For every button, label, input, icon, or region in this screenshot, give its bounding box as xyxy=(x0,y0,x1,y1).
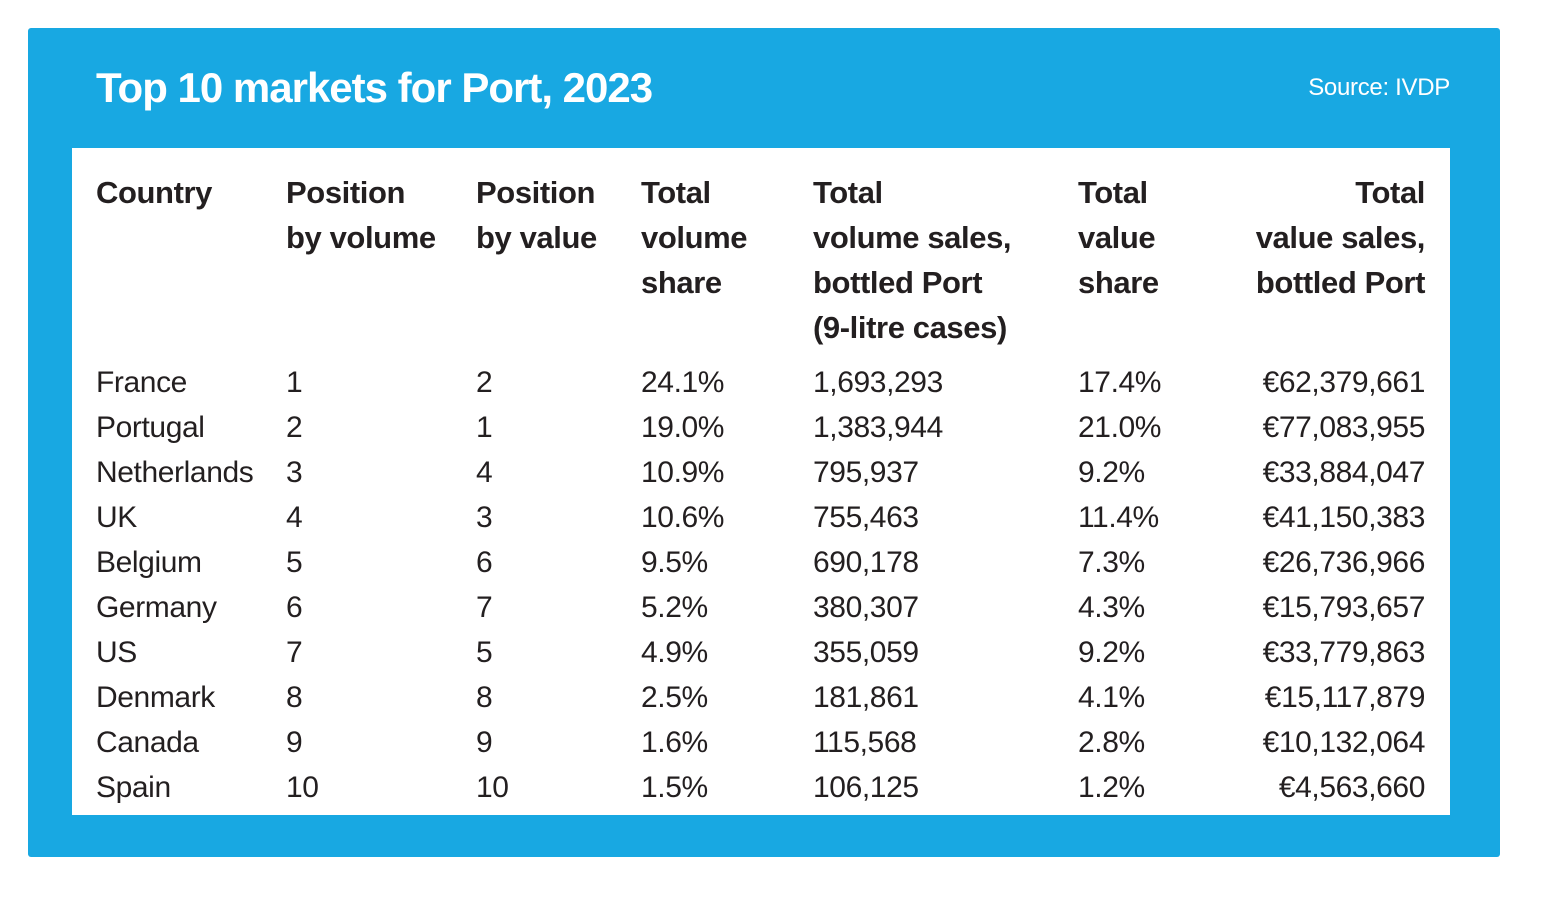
table-row: Belgium 5 6 9.5% 690,178 7.3% €26,736,966 xyxy=(96,540,1425,585)
column-header: Total volume sales, bottled Port (9-litr… xyxy=(813,175,1012,345)
source-attribution: Source: IVDP xyxy=(1308,74,1450,101)
table-cell: 11.4% xyxy=(1078,501,1159,534)
table-cell: 19.0% xyxy=(641,411,725,444)
table-cell: 1.5% xyxy=(641,771,708,804)
table-cell: 6 xyxy=(286,591,303,624)
country-cell: Germany xyxy=(96,591,217,624)
table-cell: 9.2% xyxy=(1078,636,1145,669)
table-row: UK 4 3 10.6% 755,463 11.4% €41,150,383 xyxy=(96,495,1425,540)
table-cell: 7.3% xyxy=(1078,546,1145,579)
table-cell: 4.3% xyxy=(1078,591,1145,624)
table-cell: €77,083,955 xyxy=(1262,411,1425,444)
table-cell: 2 xyxy=(476,366,493,399)
country-cell: US xyxy=(96,636,137,669)
table-cell: 115,568 xyxy=(813,726,917,759)
country-cell: Netherlands xyxy=(96,456,254,489)
table-cell: €62,379,661 xyxy=(1262,366,1425,399)
page-title: Top 10 markets for Port, 2023 xyxy=(96,63,653,111)
table-cell: 9 xyxy=(286,726,303,759)
markets-table: Country Position by volume Position by val… xyxy=(96,170,1425,810)
table-cell: 1,383,944 xyxy=(813,411,943,444)
table-cell: 1,693,293 xyxy=(813,366,943,399)
table-row: France 1 2 24.1% 1,693,293 17.4% €62,379,661 xyxy=(96,360,1425,405)
card-header: Top 10 markets for Port, 2023 Source: IV… xyxy=(96,28,1450,148)
table-cell: 690,178 xyxy=(813,546,919,579)
table-body: France 1 2 24.1% 1,693,293 17.4% €62,379,661 Po… xyxy=(96,360,1425,810)
table-cell: 7 xyxy=(286,636,303,669)
table-cell: 2.5% xyxy=(641,681,708,714)
table-cell: 795,937 xyxy=(813,456,919,489)
table-cell: €10,132,064 xyxy=(1262,726,1425,759)
table-cell: 4.1% xyxy=(1078,681,1145,714)
column-header: Position by volume xyxy=(286,175,436,255)
table-cell: 9.2% xyxy=(1078,456,1145,489)
column-header: Total value share xyxy=(1078,175,1159,300)
table-row: Portugal 2 1 19.0% 1,383,944 21.0% €77,083,955 xyxy=(96,405,1425,450)
table-cell: 181,861 xyxy=(813,681,919,714)
table-cell: 4.9% xyxy=(641,636,708,669)
table-cell: 106,125 xyxy=(813,771,919,804)
table-cell: 3 xyxy=(476,501,493,534)
column-header: Total value sales, bottled Port xyxy=(1255,175,1426,300)
country-cell: Denmark xyxy=(96,681,215,714)
table-header: Country Position by volume Position by val… xyxy=(96,170,1425,360)
column-header: Country xyxy=(96,175,213,210)
country-cell: Portugal xyxy=(96,411,205,444)
table-cell: 2 xyxy=(286,411,303,444)
table-cell: 5.2% xyxy=(641,591,708,624)
table-row: Spain 10 10 1.5% 106,125 1.2% €4,563,660 xyxy=(96,765,1425,810)
country-cell: Spain xyxy=(96,771,171,804)
table-row: US 7 5 4.9% 355,059 9.2% €33,779,863 xyxy=(96,630,1425,675)
table-cell: 10.9% xyxy=(641,456,725,489)
table-cell: 6 xyxy=(476,546,493,579)
table-cell: €33,884,047 xyxy=(1262,456,1425,489)
table-cell: €41,150,383 xyxy=(1262,501,1425,534)
table-cell: 10 xyxy=(286,771,319,804)
country-cell: Canada xyxy=(96,726,199,759)
table-cell: 24.1% xyxy=(641,366,725,399)
table-cell: 1 xyxy=(476,411,493,444)
table-cell: €26,736,966 xyxy=(1262,546,1425,579)
table-cell: 10.6% xyxy=(641,501,725,534)
table-cell: 9 xyxy=(476,726,493,759)
table-cell: 1 xyxy=(286,366,303,399)
table-cell: €15,117,879 xyxy=(1264,681,1425,714)
table-cell: 21.0% xyxy=(1078,411,1162,444)
table-cell: 10 xyxy=(476,771,509,804)
table-cell: 5 xyxy=(476,636,493,669)
table-cell: €15,793,657 xyxy=(1262,591,1425,624)
table-cell: 4 xyxy=(476,456,493,489)
table-cell: 1.2% xyxy=(1078,771,1145,804)
table-cell: 8 xyxy=(476,681,493,714)
table-cell: 755,463 xyxy=(813,501,919,534)
table-cell: 9.5% xyxy=(641,546,708,579)
column-header: Position by value xyxy=(476,175,597,255)
table-cell: 8 xyxy=(286,681,303,714)
table-row: Netherlands 3 4 10.9% 795,937 9.2% €33,884,047 xyxy=(96,450,1425,495)
table-cell: 17.4% xyxy=(1078,366,1162,399)
table-cell: 4 xyxy=(286,501,303,534)
table-cell: 1.6% xyxy=(641,726,708,759)
table-cell: €33,779,863 xyxy=(1262,636,1425,669)
table-row: Canada 9 9 1.6% 115,568 2.8% €10,132,064 xyxy=(96,720,1425,765)
chart-card: Top 10 markets for Port, 2023 Source: IV… xyxy=(28,28,1500,857)
column-header: Total volume share xyxy=(641,175,748,300)
table-cell: 355,059 xyxy=(813,636,919,669)
table-cell: 380,307 xyxy=(813,591,919,624)
table-cell: 3 xyxy=(286,456,303,489)
table-cell: 5 xyxy=(286,546,303,579)
table-row: Germany 6 7 5.2% 380,307 4.3% €15,793,657 xyxy=(96,585,1425,630)
country-cell: France xyxy=(96,366,187,399)
table-cell: 7 xyxy=(476,591,493,624)
table-panel: Country Position by volume Position by val… xyxy=(72,148,1450,815)
country-cell: UK xyxy=(96,501,137,534)
table-row: Denmark 8 8 2.5% 181,861 4.1% €15,117,879 xyxy=(96,675,1425,720)
table-cell: €4,563,660 xyxy=(1278,771,1425,804)
table-header-row: Country Position by volume Position by val… xyxy=(96,170,1425,360)
country-cell: Belgium xyxy=(96,546,202,579)
table-cell: 2.8% xyxy=(1078,726,1145,759)
